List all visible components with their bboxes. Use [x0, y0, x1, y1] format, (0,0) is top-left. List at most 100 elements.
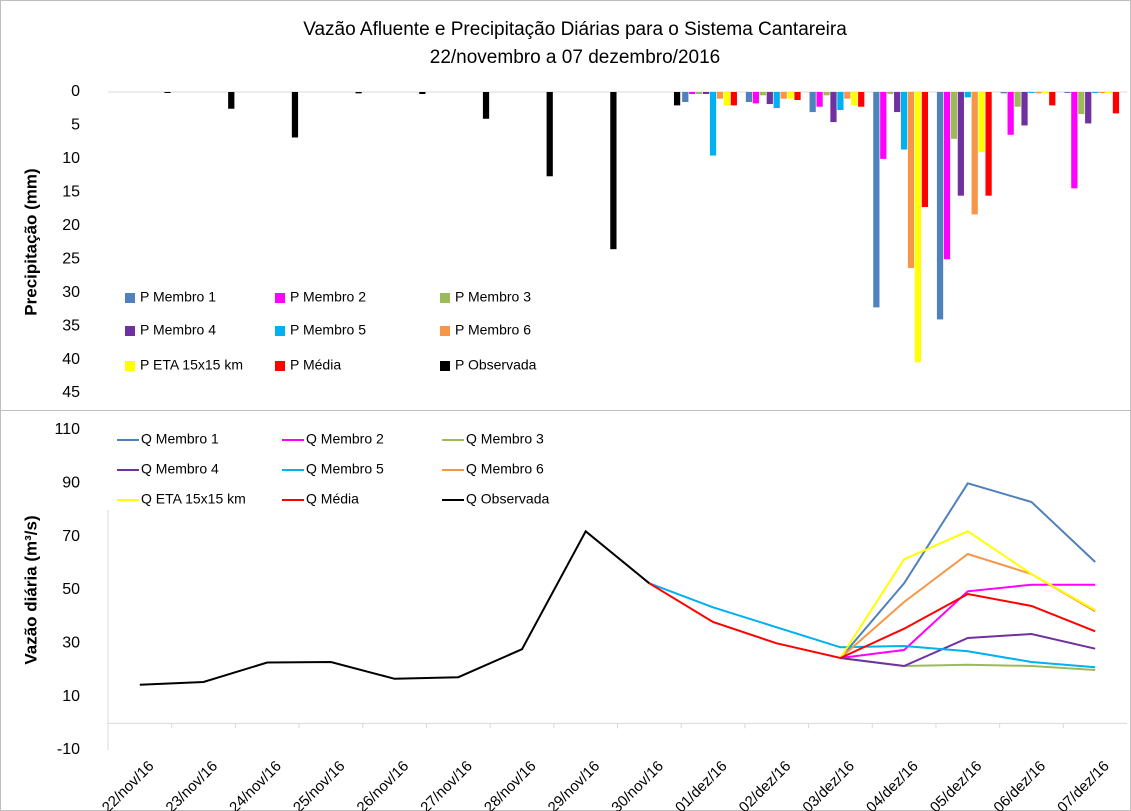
legend-label: Q Membro 4 [141, 461, 219, 477]
bar [900, 92, 908, 150]
x-tick-label: 03/dez/16 [799, 758, 858, 811]
legend-label: Q Membro 2 [306, 431, 384, 447]
bar [978, 92, 985, 153]
bar [851, 92, 858, 106]
chart-title: Vazão Afluente e Precipitação Diárias pa… [303, 19, 847, 40]
legend-label: P Membro 2 [290, 289, 366, 305]
legend-label: Q ETA 15x15 km [141, 491, 246, 507]
bar [759, 92, 766, 96]
bar [419, 92, 426, 95]
legend-label: Q Membro 6 [466, 461, 544, 477]
bar [1105, 92, 1113, 93]
bar [1028, 92, 1035, 93]
legend-swatch [275, 361, 285, 371]
legend-swatch [275, 293, 285, 303]
bar [921, 92, 929, 208]
bar [1085, 92, 1092, 124]
x-tick-label: 24/nov/16 [226, 758, 285, 811]
y-tick-label: 90 [62, 475, 80, 492]
legend-swatch [275, 326, 285, 336]
bar [1014, 92, 1021, 107]
bar [794, 92, 801, 101]
x-tick-label: 02/dez/16 [736, 758, 795, 811]
x-tick-label: 05/dez/16 [927, 758, 986, 811]
line [139, 529, 650, 686]
bar [809, 92, 816, 113]
bar [787, 92, 794, 99]
legend-label: P Média [290, 357, 341, 373]
legend-label: P Membro 1 [140, 289, 216, 305]
y-tick-label: 45 [62, 384, 80, 401]
bar [546, 92, 553, 177]
bar [1035, 92, 1042, 94]
line [840, 632, 1096, 668]
bar [673, 92, 681, 106]
bar [873, 92, 880, 308]
bar [830, 92, 837, 123]
bar [907, 92, 915, 268]
bar [844, 92, 851, 99]
x-tick-label: 28/nov/16 [481, 758, 540, 811]
bar [1042, 92, 1049, 93]
x-tick-label: 04/dez/16 [863, 758, 922, 811]
bar [950, 92, 958, 139]
bar [936, 92, 944, 320]
y-tick-label: -10 [57, 741, 80, 758]
y-tick-label: 110 [54, 421, 80, 438]
line [648, 582, 1096, 660]
legend-label: P Membro 4 [140, 322, 216, 338]
bar [716, 92, 724, 99]
y-tick-label: 5 [71, 117, 80, 134]
bar [723, 92, 731, 106]
line [839, 482, 1096, 659]
x-tick-label: 06/dez/16 [990, 758, 1049, 811]
legend-label: P Membro 3 [455, 289, 531, 305]
y-tick-label: 25 [62, 250, 80, 267]
legend-label: Q Membro 5 [306, 461, 384, 477]
bar [682, 92, 689, 103]
bar [1078, 92, 1085, 115]
bar [971, 92, 978, 215]
x-tick-label: 27/nov/16 [417, 758, 476, 811]
x-tick-label: 23/nov/16 [163, 758, 222, 811]
line [839, 552, 1096, 659]
x-tick-label: 22/nov/16 [99, 758, 158, 811]
bar [1098, 92, 1106, 93]
bar [880, 92, 887, 159]
bar [1064, 92, 1071, 93]
bar [745, 92, 753, 103]
legend-label: Q Observada [466, 491, 549, 507]
bar [164, 92, 171, 93]
legend-label: Q Membro 1 [141, 431, 219, 447]
y-axis-title: Precipitação (mm) [21, 168, 40, 315]
bar [816, 92, 823, 107]
y-tick-label: 10 [62, 688, 80, 705]
bar [730, 92, 737, 106]
y-tick-label: 40 [62, 351, 80, 368]
bar [709, 92, 717, 156]
bar [773, 92, 780, 109]
legend-label: P Membro 5 [290, 322, 366, 338]
bar [823, 92, 830, 96]
bar [1007, 92, 1014, 135]
legend-label: P Membro 6 [455, 322, 531, 338]
bar [1000, 92, 1007, 94]
bar [291, 92, 299, 138]
line [648, 582, 1096, 669]
legend-swatch [125, 326, 135, 336]
bar [482, 92, 490, 119]
x-tick-label: 29/nov/16 [545, 758, 604, 811]
bar [943, 92, 951, 260]
legend-swatch [125, 361, 135, 371]
y-tick-label: 30 [62, 635, 80, 652]
bar [894, 92, 901, 113]
bar [1112, 92, 1120, 114]
y-tick-label: 35 [62, 317, 80, 334]
bar [887, 92, 894, 95]
bar [1071, 92, 1078, 189]
bar [1049, 92, 1056, 106]
bar [702, 92, 710, 95]
x-tick-label: 01/dez/16 [672, 758, 731, 811]
bar [914, 92, 922, 363]
